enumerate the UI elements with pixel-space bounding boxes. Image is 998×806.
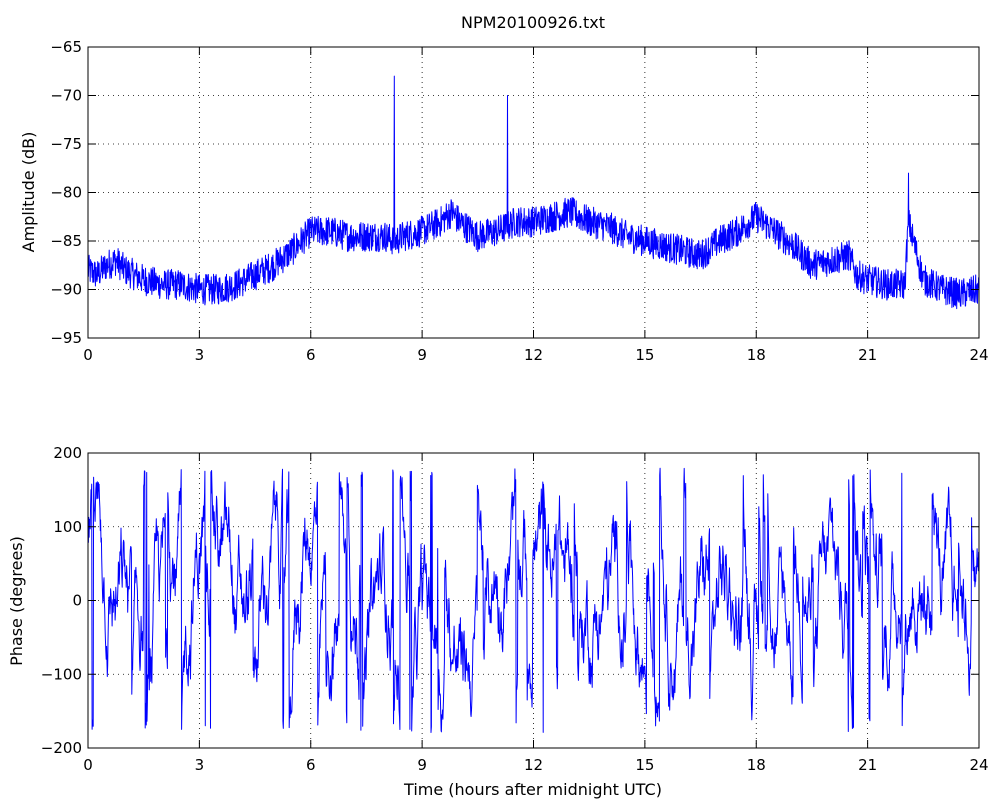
amplitude-x-tick-label: 3 [195, 346, 205, 364]
phase-y-axis-label: Phase (degrees) [7, 536, 26, 666]
amplitude-x-tick-label: 15 [635, 346, 654, 364]
amplitude-x-tick-label: 18 [747, 346, 766, 364]
phase-x-tick-label: 21 [858, 756, 877, 774]
amplitude-x-tick-label: 9 [417, 346, 427, 364]
phase-y-tick-label: 200 [53, 444, 82, 462]
phase-x-tick-label: 0 [83, 756, 93, 774]
amplitude-y-axis-label: Amplitude (dB) [19, 132, 38, 253]
phase-panel: 0 3 6 9 12 15 18 21 24 −200 −100 0 100 200 Phase (de… [7, 444, 989, 799]
amplitude-y-tick-label: −65 [50, 38, 82, 56]
amplitude-x-tick-label: 24 [969, 346, 988, 364]
phase-x-axis-label: Time (hours after midnight UTC) [403, 780, 662, 799]
phase-x-tick-label: 18 [747, 756, 766, 774]
amplitude-y-tick-label: −80 [50, 184, 82, 202]
amplitude-x-tick-label: 12 [524, 346, 543, 364]
amplitude-y-tick-label: −85 [50, 232, 82, 250]
amplitude-x-tick-label: 6 [306, 346, 316, 364]
phase-y-tick-labels: −200 −100 0 100 200 [41, 444, 82, 757]
phase-x-tick-label: 9 [417, 756, 427, 774]
phase-y-tick-label: −200 [41, 739, 82, 757]
amplitude-x-tick-label: 21 [858, 346, 877, 364]
amplitude-y-tick-label: −70 [50, 87, 82, 105]
phase-x-tick-label: 6 [306, 756, 316, 774]
phase-y-tick-label: 0 [72, 592, 82, 610]
phase-y-tick-label: 100 [53, 518, 82, 536]
amplitude-x-tick-label: 0 [83, 346, 93, 364]
phase-x-tick-labels: 0 3 6 9 12 15 18 21 24 [83, 756, 988, 774]
amplitude-y-tick-labels: −95 −90 −85 −80 −75 −70 −65 [50, 38, 82, 347]
phase-x-tick-label: 15 [635, 756, 654, 774]
phase-x-tick-label: 24 [969, 756, 988, 774]
amplitude-y-tick-label: −90 [50, 281, 82, 299]
amplitude-y-tick-label: −75 [50, 135, 82, 153]
phase-y-tick-label: −100 [41, 665, 82, 683]
amplitude-x-tick-labels: 0 3 6 9 12 15 18 21 24 [83, 346, 988, 364]
amplitude-y-tick-label: −95 [50, 329, 82, 347]
amplitude-panel: 0 3 6 9 12 15 18 21 24 −95 −90 −85 −80 −75 −70 −65 Amp… [19, 38, 989, 364]
phase-x-tick-label: 12 [524, 756, 543, 774]
chart-title: NPM20100926.txt [461, 13, 605, 32]
phase-x-tick-label: 3 [195, 756, 205, 774]
